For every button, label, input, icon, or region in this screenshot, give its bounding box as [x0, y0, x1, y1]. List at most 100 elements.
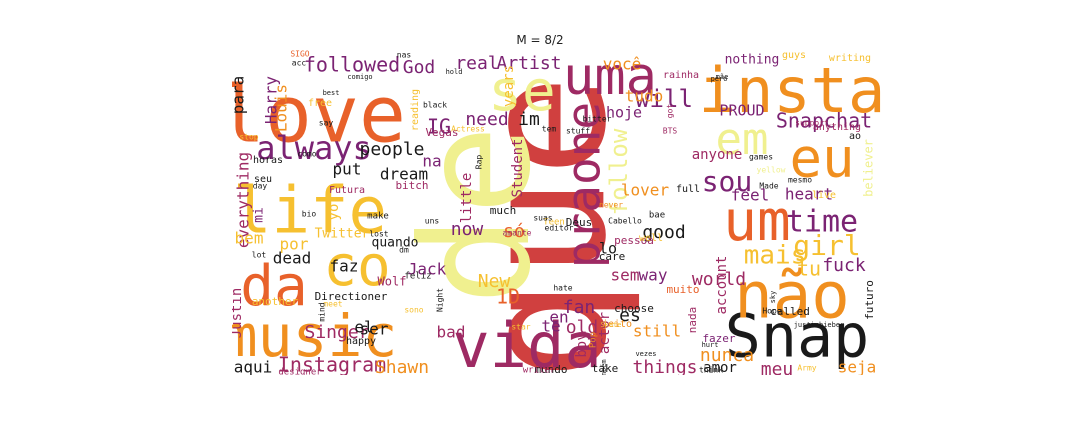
word-n-o: não	[734, 260, 850, 334]
word-writing: writing	[829, 53, 871, 64]
word-tudo: tudo	[625, 87, 664, 106]
word-star: star	[511, 323, 530, 332]
word-acc: acc	[292, 59, 307, 68]
word-nas: nas	[397, 51, 412, 60]
word-still: still	[633, 322, 681, 341]
word-love: love	[232, 70, 406, 160]
word-twitter: Twitter	[315, 227, 370, 242]
word-jack: Jack	[408, 260, 447, 279]
word-support: support	[795, 119, 829, 128]
word-writer: writer	[523, 366, 556, 376]
word-tamb-m: também	[600, 359, 608, 375]
word-comigo: comigo	[347, 73, 372, 81]
word-bitter: bitter	[583, 115, 612, 124]
word-care: care	[599, 250, 626, 263]
word-army: Army	[797, 364, 816, 373]
word-stop: stop	[239, 133, 258, 142]
word-deus: Deus	[566, 216, 593, 229]
word-guys: guys	[782, 50, 806, 61]
word-bts: BTS	[663, 127, 678, 136]
word-pop: Pop	[589, 332, 599, 348]
word-el: el	[354, 318, 373, 337]
word-de: de	[390, 125, 564, 306]
word-seu: seu	[254, 174, 272, 185]
word-co: co	[323, 234, 390, 299]
word-lot: lot	[252, 251, 267, 260]
word-em: em	[716, 114, 769, 165]
word-way: way	[639, 266, 668, 285]
word-day: day	[253, 182, 268, 191]
word-cabello: Cabello	[608, 217, 642, 226]
word-student: Student	[510, 138, 526, 197]
word-editor: editor	[545, 224, 574, 233]
word-now: now	[451, 219, 484, 240]
word-fan: fan	[563, 297, 596, 318]
word-tu: tu	[797, 257, 821, 281]
word-justin: Justin	[232, 288, 245, 339]
word-black: black	[423, 101, 447, 110]
word-put: put	[333, 160, 362, 179]
word-dead: dead	[273, 249, 312, 268]
word-quando: quando	[372, 236, 419, 251]
word-hoje: hoje	[606, 104, 642, 122]
word-nothing: nothing	[725, 53, 780, 68]
word-mesmo: mesmo	[788, 176, 812, 185]
word-free: free	[308, 98, 332, 109]
word-believer: believer	[862, 139, 876, 197]
word-para: para	[232, 76, 248, 115]
word-good: good	[642, 222, 685, 243]
word-futuro: futuro	[863, 280, 876, 320]
word-boy: boy	[574, 332, 590, 357]
word-artist: Artist	[496, 53, 561, 74]
word-sono: sono	[404, 306, 423, 315]
word-hope: Hope	[762, 307, 781, 316]
word-im: im	[518, 109, 540, 130]
word-meet: meet	[323, 300, 342, 309]
word-sky: sky	[769, 291, 777, 304]
word-vezes: vezes	[635, 350, 656, 358]
word-muito: muito	[666, 283, 699, 296]
word-called: called	[770, 305, 810, 318]
word-futura: Futura	[329, 185, 365, 196]
word-mundo: mundo	[534, 363, 567, 375]
word-nunca: nunca	[700, 345, 754, 366]
word-take: take	[592, 362, 619, 375]
word-directioner: Directioner	[315, 290, 388, 303]
word-shawn: Shawn	[375, 357, 429, 375]
word-well: well	[639, 233, 663, 244]
word-never: never	[599, 201, 623, 210]
chart-title: M = 8/2	[516, 33, 564, 47]
word-designer: designer	[278, 368, 322, 376]
word-um: um	[723, 189, 790, 254]
word-louis: Louis	[272, 84, 291, 132]
word-everything: everything	[234, 152, 253, 248]
word-world: world	[692, 269, 746, 290]
word-anyone: anyone	[692, 147, 743, 163]
word-justinbieber: justinbieber	[794, 321, 845, 329]
word-jeito: jeito	[602, 319, 632, 330]
word-seja: seja	[838, 358, 877, 376]
word-need: need	[465, 109, 508, 130]
word-meu: meu	[761, 359, 794, 375]
word-pessoa: pessoa	[614, 234, 654, 247]
word-horas: horas	[253, 155, 283, 166]
word-feel: feel	[731, 186, 770, 205]
word-mi: mi	[252, 207, 267, 223]
word-say: say	[319, 119, 334, 128]
word-lover: lover	[621, 181, 670, 200]
word-rainha: rainha	[663, 70, 699, 81]
word-account: account	[714, 255, 730, 314]
word-years: years	[501, 65, 517, 107]
word-faz: faz	[330, 257, 359, 276]
word-m-e: mãe	[716, 73, 729, 81]
word-real: real	[455, 53, 498, 74]
word-old: old	[566, 317, 599, 338]
word-uma: uma	[563, 50, 657, 107]
word-mind: mind	[318, 302, 327, 321]
word-bae: bae	[649, 211, 665, 221]
word-lost: lost	[369, 230, 388, 239]
word-bitch: bitch	[395, 179, 428, 192]
word-follow: follow	[605, 128, 633, 215]
word-happy: happy	[346, 336, 376, 347]
